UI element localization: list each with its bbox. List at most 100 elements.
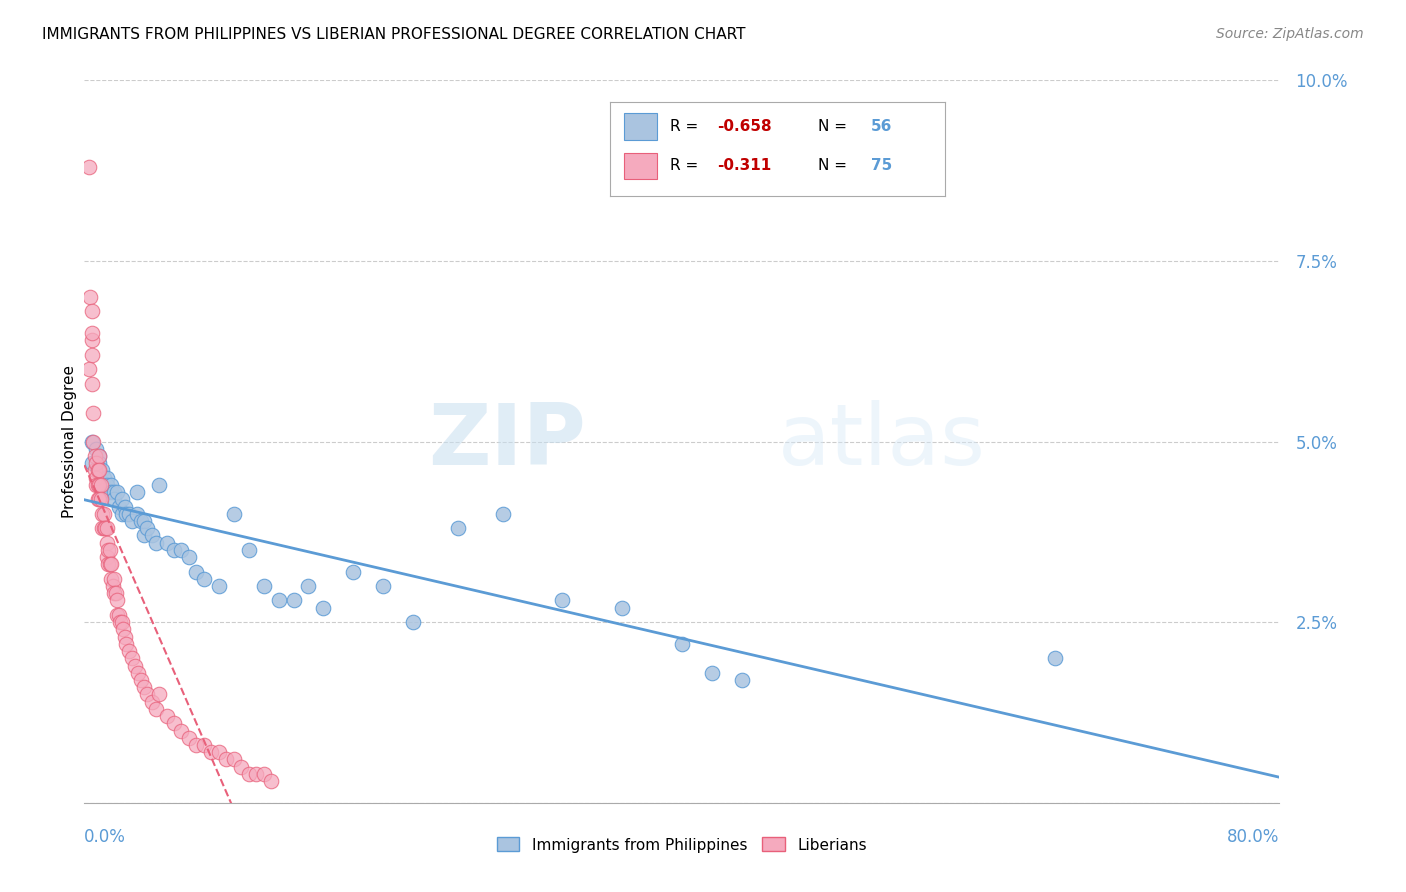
Point	[136, 521, 159, 535]
Point	[103, 492, 125, 507]
Point	[260, 774, 283, 789]
Point	[90, 478, 112, 492]
Point	[402, 615, 425, 630]
Point	[170, 723, 193, 738]
Point	[671, 637, 693, 651]
Y-axis label: Professional Degree: Professional Degree	[62, 365, 77, 518]
Point	[177, 731, 200, 745]
Point	[89, 456, 111, 470]
Point	[114, 630, 136, 644]
Point	[100, 478, 122, 492]
Point	[91, 463, 114, 477]
Point	[89, 463, 111, 477]
Point	[83, 449, 105, 463]
Text: atlas: atlas	[778, 400, 986, 483]
Point	[141, 695, 163, 709]
Point	[86, 471, 108, 485]
Point	[118, 507, 141, 521]
Point	[297, 579, 319, 593]
Point	[145, 702, 167, 716]
Point	[103, 572, 125, 586]
Point	[82, 434, 104, 449]
Point	[238, 767, 260, 781]
Point	[89, 449, 111, 463]
Point	[96, 471, 118, 485]
Point	[110, 615, 132, 630]
Point	[86, 442, 108, 456]
Point	[253, 579, 276, 593]
Point	[283, 593, 305, 607]
Point	[103, 586, 125, 600]
Point	[163, 542, 186, 557]
Point	[132, 680, 156, 694]
Point	[112, 623, 135, 637]
Point	[129, 514, 152, 528]
Point	[80, 456, 103, 470]
Point	[104, 586, 127, 600]
Point	[193, 572, 215, 586]
Point	[105, 607, 128, 622]
Point	[105, 485, 128, 500]
Point	[115, 507, 138, 521]
Point	[118, 644, 141, 658]
Point	[186, 565, 208, 579]
Point	[222, 507, 245, 521]
Point	[80, 434, 103, 449]
Point	[1045, 651, 1067, 665]
Point	[700, 665, 723, 680]
Point	[141, 528, 163, 542]
Point	[186, 738, 208, 752]
Point	[93, 471, 115, 485]
Point	[107, 500, 129, 514]
Point	[96, 521, 118, 535]
Point	[111, 492, 134, 507]
Point	[77, 160, 100, 174]
Point	[114, 500, 136, 514]
Point	[91, 521, 114, 535]
Point	[90, 492, 112, 507]
Point	[80, 348, 103, 362]
Point	[89, 463, 111, 477]
Point	[148, 687, 170, 701]
Point	[115, 637, 138, 651]
Point	[96, 478, 118, 492]
Text: IMMIGRANTS FROM PHILIPPINES VS LIBERIAN PROFESSIONAL DEGREE CORRELATION CHART: IMMIGRANTS FROM PHILIPPINES VS LIBERIAN …	[42, 27, 745, 42]
Point	[87, 478, 110, 492]
Point	[177, 550, 200, 565]
Text: Source: ZipAtlas.com: Source: ZipAtlas.com	[1216, 27, 1364, 41]
Point	[447, 521, 470, 535]
Point	[89, 478, 111, 492]
Point	[79, 290, 101, 304]
Point	[155, 535, 177, 549]
Text: 80.0%: 80.0%	[1227, 828, 1279, 846]
Point	[86, 456, 108, 470]
Point	[208, 579, 231, 593]
Point	[80, 326, 103, 340]
Point	[127, 665, 149, 680]
Point	[245, 767, 267, 781]
Point	[121, 514, 143, 528]
Point	[136, 687, 159, 701]
Point	[342, 565, 364, 579]
Point	[551, 593, 574, 607]
Point	[93, 507, 115, 521]
Point	[87, 463, 110, 477]
Point	[124, 658, 146, 673]
Point	[148, 478, 170, 492]
Point	[612, 600, 634, 615]
Point	[87, 492, 110, 507]
Point	[100, 572, 122, 586]
Point	[132, 528, 156, 542]
Point	[82, 406, 104, 420]
Point	[97, 558, 120, 572]
Point	[111, 507, 134, 521]
Point	[129, 673, 152, 687]
Point	[94, 521, 117, 535]
Point	[98, 542, 121, 557]
Point	[132, 514, 156, 528]
Point	[215, 752, 238, 766]
Point	[125, 507, 148, 521]
Point	[96, 535, 118, 549]
Point	[155, 709, 177, 723]
Point	[170, 542, 193, 557]
